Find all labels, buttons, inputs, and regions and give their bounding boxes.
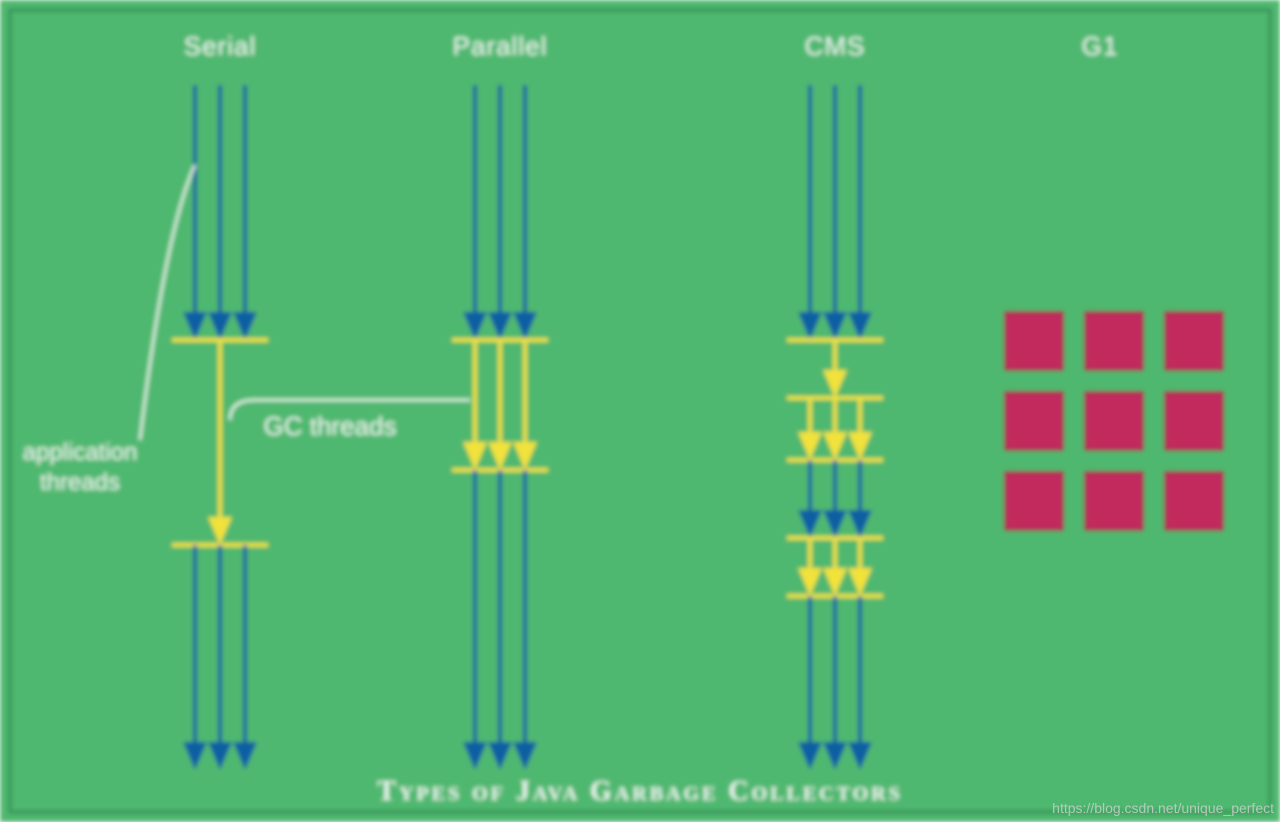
diagram-canvas: Serial Parallel CMS G1 application threads GC … <box>0 0 1280 822</box>
svg-text:application: application <box>23 439 138 466</box>
svg-text:Parallel: Parallel <box>453 31 548 61</box>
svg-text:Types of Java Garbage Collecto: Types of Java Garbage Collectors <box>377 776 902 807</box>
diagram-svg: Serial Parallel CMS G1 application threads GC … <box>0 0 1280 822</box>
svg-text:threads: threads <box>40 469 120 496</box>
watermark-text: https://blog.csdn.net/unique_perfect <box>1052 800 1274 816</box>
svg-text:CMS: CMS <box>805 31 866 61</box>
svg-text:G1: G1 <box>1082 31 1119 61</box>
svg-text:Serial: Serial <box>184 31 256 61</box>
svg-text:GC threads: GC threads <box>264 411 397 441</box>
